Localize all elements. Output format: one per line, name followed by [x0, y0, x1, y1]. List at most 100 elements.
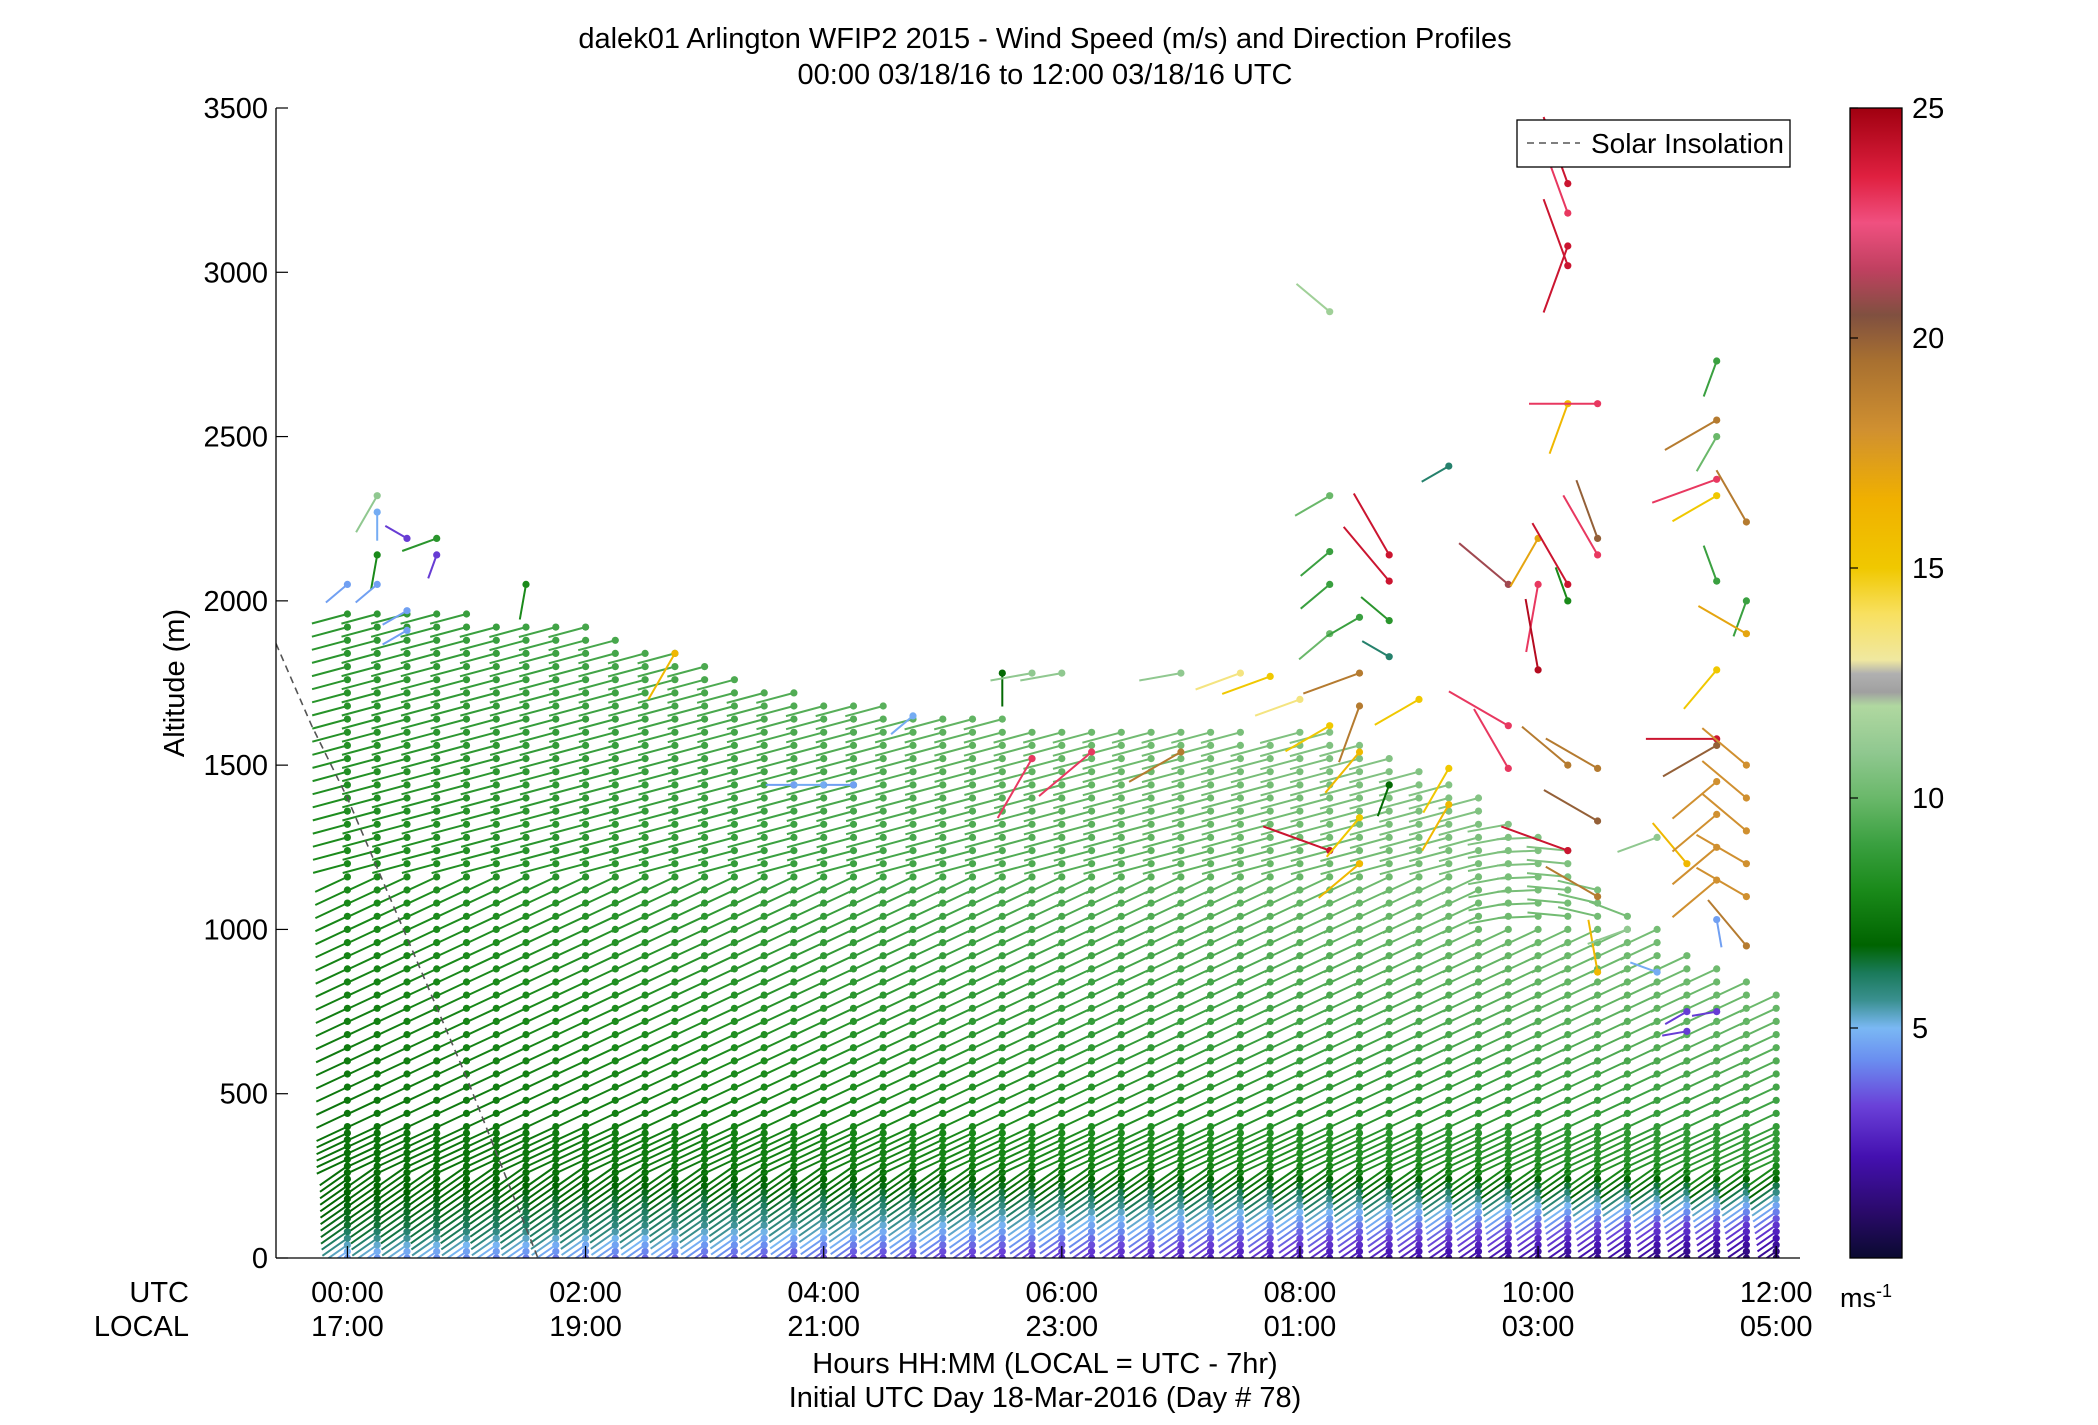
wind-barb-point — [701, 663, 709, 671]
wind-barb-point — [820, 741, 828, 750]
wind-barb-shaft — [1142, 836, 1182, 849]
wind-barb-point — [492, 676, 500, 684]
wind-barb-shaft — [374, 915, 408, 933]
wind-barb-shaft — [611, 954, 646, 972]
wind-barb-shaft — [524, 1257, 526, 1258]
wind-barb-shaft — [405, 1151, 438, 1169]
wind-barb-shaft — [1722, 1204, 1747, 1223]
wind-barb-point — [1117, 1221, 1125, 1229]
wind-barb-shaft — [612, 1046, 646, 1064]
wind-barb-shaft — [549, 757, 586, 770]
wind-barb-shaft — [1034, 1178, 1063, 1200]
wind-barb-shaft — [938, 994, 973, 1012]
wind-barb-shaft — [1265, 1020, 1301, 1039]
wind-barb-point — [1653, 1254, 1661, 1258]
wind-barb-shaft — [819, 1007, 854, 1025]
wind-barb-point — [373, 1208, 381, 1216]
wind-barb-shaft — [1112, 862, 1152, 875]
wind-barb-shaft — [316, 1125, 348, 1142]
wind-barb-shaft — [1474, 1099, 1509, 1117]
wind-barb-point — [1147, 1215, 1155, 1223]
wind-barb-point — [1623, 1129, 1631, 1137]
wind-barb-shaft — [1326, 1132, 1360, 1150]
wind-barb-shaft — [820, 1033, 854, 1051]
wind-barb-shaft — [382, 629, 408, 646]
wind-barb-point — [849, 1221, 858, 1229]
wind-barb-shaft — [702, 1125, 735, 1143]
wind-barb-shaft — [519, 691, 557, 704]
wind-barb-point — [1236, 1175, 1244, 1183]
wind-barb-shaft — [643, 1158, 676, 1175]
wind-barb-point — [909, 1228, 917, 1236]
wind-barb-point — [1534, 1175, 1542, 1183]
wind-barb-point — [671, 1129, 679, 1137]
wind-barb-shaft — [1088, 1125, 1122, 1143]
wind-barb-point — [1207, 1188, 1215, 1196]
wind-barb-point — [1504, 873, 1512, 881]
wind-barb-point — [492, 833, 500, 842]
wind-barb-shaft — [434, 1125, 467, 1143]
wind-barb-point — [641, 1247, 649, 1255]
wind-barb-point — [403, 663, 411, 671]
wind-barb-point — [403, 794, 411, 802]
wind-barb-point — [1355, 1241, 1364, 1249]
wind-barb-point — [373, 715, 381, 723]
wind-barb-shaft — [819, 941, 854, 960]
wind-barb-shaft — [1271, 1171, 1301, 1193]
wind-barb-point — [1266, 1215, 1274, 1223]
wind-barb-shaft — [490, 783, 527, 796]
wind-barb-point — [1594, 1228, 1602, 1236]
wind-barb-shaft — [668, 836, 705, 849]
wind-barb-shaft — [1174, 875, 1212, 895]
wind-barb-point — [1355, 755, 1364, 763]
wind-barb-point — [1207, 1247, 1215, 1255]
wind-barb-point — [373, 676, 381, 684]
wind-barb-point — [641, 1221, 649, 1229]
wind-barb-shaft — [789, 954, 825, 973]
wind-barb-point — [790, 1215, 798, 1223]
wind-barb-point — [1266, 1201, 1274, 1209]
wind-barb-shaft — [522, 915, 557, 933]
wind-barb-point — [343, 580, 351, 589]
wind-barb-point — [1474, 807, 1483, 815]
wind-barb-shaft — [430, 770, 467, 783]
wind-barb-point — [582, 873, 590, 881]
wind-barb-shaft — [620, 1230, 646, 1250]
wind-barb-point — [552, 755, 560, 763]
wind-barb-point — [939, 820, 947, 828]
wind-barb-shaft — [1067, 1217, 1093, 1237]
wind-barb-point — [552, 820, 560, 828]
wind-barb-shaft — [371, 770, 408, 783]
wind-barb-shaft — [1007, 1217, 1033, 1237]
wind-barb-shaft — [907, 889, 944, 908]
wind-barb-shaft — [738, 1224, 765, 1244]
wind-barb-point — [1177, 1221, 1185, 1229]
wind-barb-shaft — [887, 1211, 914, 1231]
wind-barb-point — [760, 1188, 768, 1196]
wind-barb-point — [1147, 1201, 1155, 1209]
wind-barb-shaft — [1438, 823, 1479, 836]
wind-barb-shaft — [1487, 1230, 1509, 1247]
wind-barb-shaft — [341, 757, 378, 769]
wind-barb-point — [1177, 1201, 1185, 1209]
wind-barb-shaft — [375, 1132, 408, 1149]
wind-barb-shaft — [312, 744, 348, 756]
wind-barb-shaft — [1182, 1171, 1212, 1193]
wind-barb-point — [1207, 1234, 1215, 1242]
wind-barb-point — [1355, 1129, 1364, 1137]
wind-barb-shaft — [1451, 1184, 1480, 1206]
wind-barb-point — [730, 1254, 738, 1258]
wind-barb-point — [998, 1129, 1006, 1137]
wind-barb-shaft — [400, 678, 437, 691]
wind-barb-shaft — [1481, 1184, 1509, 1205]
wind-barb-point — [403, 860, 411, 868]
wind-barb-point — [462, 610, 471, 618]
wind-barb-shaft — [370, 613, 408, 625]
wind-barb-point — [522, 807, 530, 815]
wind-barb-point — [671, 1247, 679, 1255]
wind-barb-shaft — [1568, 1165, 1599, 1188]
wind-barb-shaft — [680, 1237, 706, 1256]
wind-barb-point — [492, 728, 500, 736]
wind-barb-shaft — [904, 757, 944, 770]
wind-barb-point — [343, 1129, 351, 1137]
